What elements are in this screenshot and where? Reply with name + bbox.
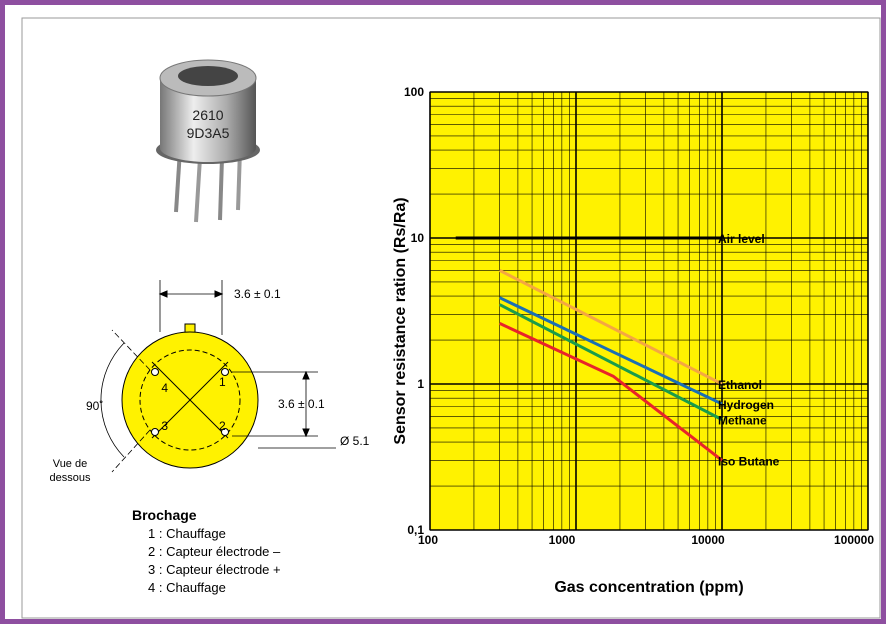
view-label: dessous [50, 472, 91, 484]
pin-number: 3 [161, 419, 168, 433]
chart: 100 1000 10000 100000 0,1 1 10 100 Gas concentra… [392, 85, 874, 596]
dimension-label: 3.6 ± 0.1 [234, 287, 281, 301]
brochage-item: 2 : Capteur électrode – [148, 544, 281, 559]
x-axis-title: Gas concentration (ppm) [554, 579, 743, 596]
pin-number: 1 [219, 375, 226, 389]
series-line [498, 269, 723, 386]
series-line [499, 296, 723, 406]
y-tick-label: 100 [404, 85, 424, 99]
brochage-item: 1 : Chauffage [148, 526, 226, 541]
x-tick-label: 100 [418, 533, 438, 547]
x-tick-label: 100000 [834, 533, 874, 547]
diameter-label: Ø 5.1 [340, 434, 370, 448]
series-label: Methane [718, 414, 767, 428]
x-tick-label: 1000 [549, 533, 576, 547]
sensor-photo: 2610 9D3A5 [156, 59, 260, 223]
series-line [498, 303, 723, 421]
pin-number: 4 [161, 381, 168, 395]
pin-number: 2 [219, 419, 226, 433]
series-label: Iso Butane [718, 454, 780, 468]
y-tick-label: 0,1 [407, 523, 424, 537]
photo-marking: 2610 [192, 107, 223, 123]
series-label: Ethanol [718, 378, 762, 392]
y-tick-label: 1 [417, 377, 424, 391]
angle-label: 90˚ [86, 399, 103, 413]
series-label: Air level [718, 232, 765, 246]
series-label: Hydrogen [718, 398, 774, 412]
brochage-title: Brochage [132, 507, 197, 523]
x-tick-label: 10000 [691, 533, 725, 547]
brochage-item: 4 : Chauffage [148, 580, 226, 595]
dimension-label: 3.6 ± 0.1 [278, 397, 325, 411]
pinout-diagram [100, 280, 336, 473]
view-label: Vue de [53, 458, 87, 470]
plot-background [429, 91, 869, 531]
photo-marking: 9D3A5 [187, 125, 230, 141]
series-line [499, 322, 723, 462]
brochage-item: 3 : Capteur électrode + [148, 562, 281, 577]
y-axis-title: Sensor resistance ration (Rs/Ra) [392, 197, 409, 444]
inner-frame [21, 17, 881, 619]
y-tick-label: 10 [411, 231, 425, 245]
